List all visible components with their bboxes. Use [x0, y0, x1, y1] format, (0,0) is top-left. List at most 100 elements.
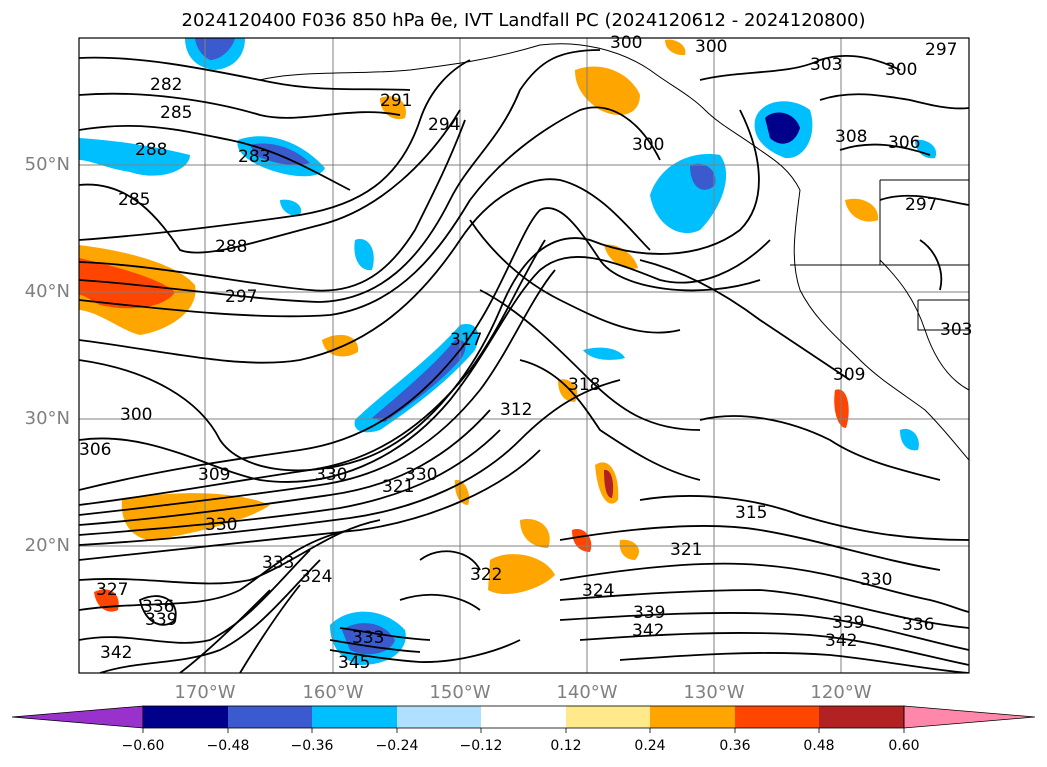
contour-label: 336	[902, 615, 934, 635]
contour-label: 339	[633, 603, 665, 623]
anomaly-negative-region	[583, 347, 625, 360]
contour-label: 318	[568, 375, 600, 395]
contour-label: 300	[632, 135, 664, 155]
contour-label: 333	[352, 628, 384, 648]
contour-label: 312	[500, 400, 532, 420]
anomaly-positive-region	[488, 554, 555, 595]
coastlines	[259, 43, 969, 461]
colorbar-ticks	[142, 728, 905, 733]
contour-label: 303	[940, 320, 972, 340]
colorbar-tick-label: 0.12	[550, 738, 582, 754]
contour-label: 309	[198, 465, 230, 485]
colorbar-tick-label: −0.48	[206, 738, 250, 754]
graticule	[79, 38, 969, 673]
colorbar-segment	[566, 706, 650, 728]
anomaly-strong-negative-region	[765, 112, 800, 144]
anomaly-positive-region	[604, 244, 638, 269]
contour-label: 342	[632, 621, 664, 641]
colorbar-segment	[312, 706, 397, 728]
anomaly-negative-region	[900, 428, 919, 451]
colorbar-tick-label: −0.24	[375, 738, 419, 754]
contour-label: 327	[96, 580, 128, 600]
lon-label: 120°W	[810, 682, 872, 703]
contour-label: 291	[380, 91, 412, 111]
anomaly-positive-region	[619, 539, 640, 560]
map-panel: 282 285 288 288 285 283 291 294 297 300 …	[78, 33, 972, 674]
anomaly-positive-region	[558, 379, 578, 402]
contour-label: 321	[382, 477, 414, 497]
colorbar-tick-label: 0.24	[634, 738, 666, 754]
lat-label: 40°N	[24, 281, 70, 302]
contour-label: 322	[470, 565, 502, 585]
lat-label: 50°N	[24, 154, 70, 175]
contour-label: 321	[670, 540, 702, 560]
contour-label: 339	[832, 613, 864, 633]
contour-label: 300	[695, 37, 727, 57]
lon-label: 140°W	[556, 682, 618, 703]
contour-label: 342	[825, 631, 857, 651]
contour-label: 330	[315, 465, 347, 485]
colorbar-tick-label: 0.60	[888, 738, 920, 754]
lat-label: 30°N	[24, 408, 70, 429]
colorbar-tick-label: −0.60	[121, 738, 165, 754]
anomaly-strong-negative-region	[372, 339, 466, 422]
contour-label: 300	[610, 33, 642, 53]
colorbar-tick-label: −0.12	[459, 738, 503, 754]
anomaly-negative-region	[280, 199, 302, 216]
contour-label: 333	[262, 553, 294, 573]
contour-label: 315	[735, 503, 767, 523]
anomaly-strong-positive-region	[604, 469, 614, 498]
contour-label: 330	[860, 570, 892, 590]
colorbar-tick-label: 0.36	[719, 738, 751, 754]
contour-label: 324	[300, 567, 332, 587]
contour-label: 330	[405, 465, 437, 485]
contour-label: 300	[885, 60, 917, 80]
contour-label: 285	[118, 190, 150, 210]
contour-label: 342	[100, 643, 132, 663]
contour-label: 330	[205, 515, 237, 535]
contour-label: 297	[925, 40, 957, 60]
contour-label: 285	[160, 103, 192, 123]
lon-label: 160°W	[302, 682, 364, 703]
lat-label: 20°N	[24, 535, 70, 556]
anomaly-negative-region	[79, 138, 190, 176]
colorbar-tick-label: 0.48	[803, 738, 835, 754]
colorbar-segment	[735, 706, 819, 728]
contour-label-layer: 282 285 288 288 285 283 291 294 297 300 …	[79, 33, 972, 673]
lon-label: 130°W	[683, 682, 745, 703]
colorbar-tick-label: −0.36	[290, 738, 334, 754]
anomaly-strong-negative-region	[690, 163, 716, 190]
contour-label: 300	[120, 405, 152, 425]
contour-label: 317	[450, 330, 482, 350]
contour-label: 306	[888, 133, 920, 153]
anomaly-positive-region	[520, 519, 550, 548]
anomaly-positive-region	[575, 66, 640, 115]
contour-label: 288	[135, 140, 167, 160]
colorbar-extend-low	[11, 705, 144, 729]
colorbar-segment	[819, 706, 904, 728]
contour-label: 339	[145, 610, 177, 630]
colorbar-segment	[481, 706, 566, 728]
colorbar-segment	[650, 706, 735, 728]
anomaly-negative-region	[354, 239, 374, 271]
contour-label: 336	[142, 597, 174, 617]
contour-label: 324	[582, 581, 614, 601]
contour-label: 288	[215, 237, 247, 257]
contour-label: 308	[835, 127, 867, 147]
colorbar-frame	[142, 705, 905, 729]
anomaly-positive-region	[665, 39, 686, 56]
contour-label: 309	[833, 365, 865, 385]
figure-title: 2024120400 F036 850 hPa θe, IVT Landfall…	[181, 10, 866, 31]
anomaly-positive-region	[845, 198, 879, 222]
contour-label: 303	[810, 55, 842, 75]
contour-label: 294	[428, 115, 460, 135]
anomaly-negative-region	[915, 139, 937, 159]
colorbar-segment	[143, 706, 228, 728]
lon-label: 150°W	[429, 682, 491, 703]
lon-label: 170°W	[174, 682, 236, 703]
map-frame	[78, 37, 970, 674]
contour-label: 297	[225, 287, 257, 307]
colorbar-extend-high	[903, 705, 1036, 729]
contour-label: 297	[905, 195, 937, 215]
contour-label: 306	[79, 440, 111, 460]
